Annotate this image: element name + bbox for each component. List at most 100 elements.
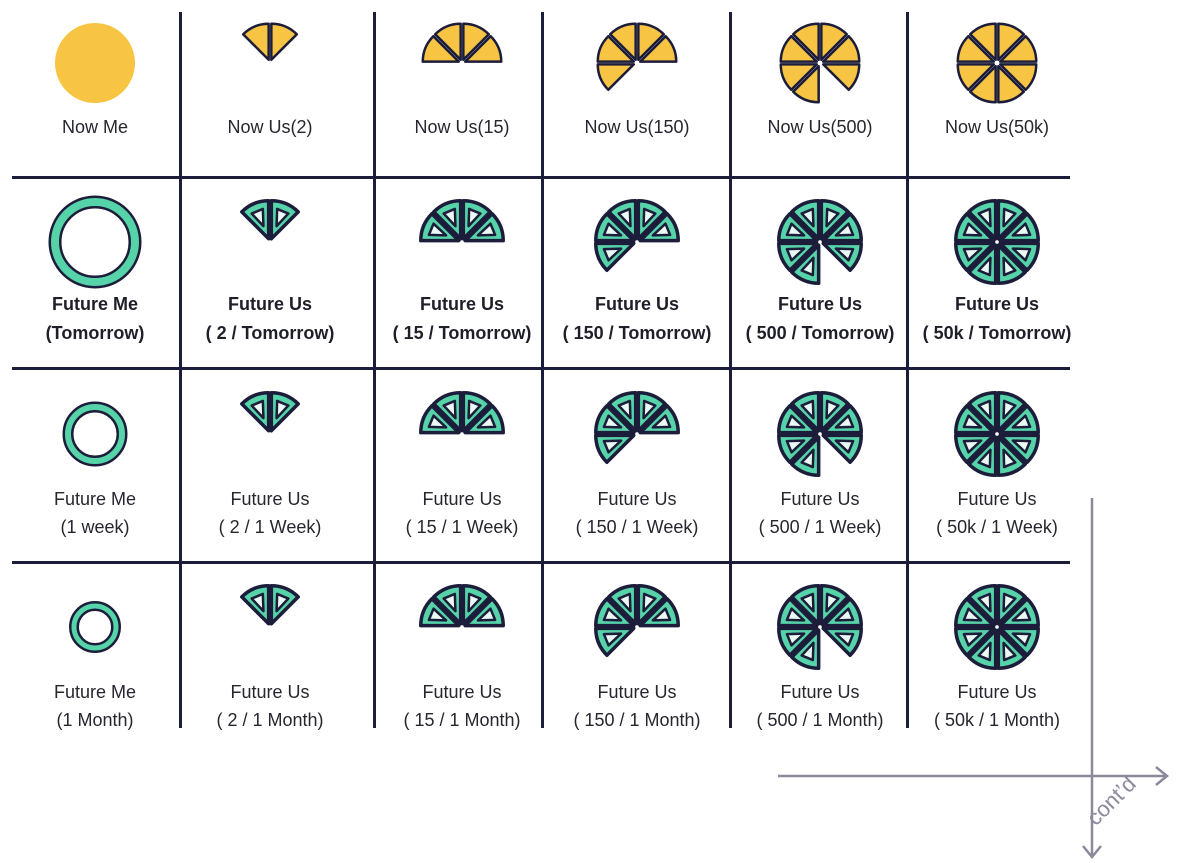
cell-title: Now Us(15) (414, 117, 510, 137)
slice-inner-triangle-icon (602, 632, 623, 647)
cell-subtitle: ( 500 / 1 Week) (758, 517, 882, 537)
arrow-right-icon (1155, 766, 1169, 786)
slice-inner-triangle-icon (825, 399, 840, 420)
cell-icon (241, 22, 299, 62)
slice-inner-triangle-icon (977, 399, 992, 420)
slice-inner-triangle-icon (602, 607, 623, 622)
cell-title: Future Me (53, 489, 137, 509)
cell-subtitle: ( 150 / 1 Month) (573, 710, 701, 730)
slice-inner-triangle-icon (602, 222, 623, 237)
cell-title: Future Us (957, 489, 1037, 509)
slice-inner-triangle-icon (834, 247, 855, 262)
cell-icon (69, 601, 121, 653)
cell-title: Future Us (597, 489, 677, 509)
pie-slice-icon (433, 22, 462, 62)
cell-icon (419, 391, 505, 435)
slice-inner-triangle-icon (250, 592, 265, 613)
cell-title: Future Us (777, 294, 863, 314)
pie-slice-icon (821, 433, 863, 464)
cell-subtitle: (Tomorrow) (45, 323, 145, 343)
grid-line (12, 176, 1070, 179)
slice-inner-triangle-icon (476, 222, 497, 237)
cell-icon (594, 199, 680, 272)
cell-title: Now Us(2) (227, 117, 313, 137)
pie-slice-icon (240, 391, 271, 433)
pie-slice-icon (791, 64, 820, 104)
pie-slice-icon (956, 34, 996, 63)
pie-slice-icon (269, 391, 300, 433)
pie-slice-icon (462, 22, 491, 62)
slice-inner-triangle-icon (785, 222, 806, 237)
cell-icon (594, 584, 680, 657)
grid-line (729, 12, 732, 728)
slice-inner-triangle-icon (602, 247, 623, 262)
slice-inner-triangle-icon (785, 632, 806, 647)
cell-icon (55, 23, 135, 103)
cell-subtitle: ( 15 / 1 Week) (405, 517, 519, 537)
cell-subtitle: ( 15 / 1 Month) (403, 710, 521, 730)
slice-inner-triangle-icon (1011, 439, 1032, 454)
slice-inner-triangle-icon (427, 414, 448, 429)
slice-inner-triangle-icon (1011, 632, 1032, 647)
pie-slice-icon (998, 63, 1038, 92)
slice-inner-triangle-icon (834, 222, 855, 237)
cell-icon (62, 401, 128, 467)
slice-inner-triangle-icon (651, 222, 672, 237)
grid-line (12, 367, 1070, 370)
cell-title: Future Us (230, 489, 310, 509)
pie-slice-icon (596, 63, 636, 92)
slice-inner-triangle-icon (467, 399, 482, 420)
slice-inner-triangle-icon (617, 207, 632, 228)
slice-inner-triangle-icon (1002, 207, 1017, 228)
cell-icon (779, 22, 861, 104)
future-me-ring-icon (51, 198, 139, 286)
cell-icon (954, 391, 1040, 477)
cell-subtitle: ( 150 / 1 Week) (575, 517, 699, 537)
slice-inner-triangle-icon (275, 399, 290, 420)
cell-title: Future Us (780, 489, 860, 509)
slice-inner-triangle-icon (1002, 641, 1017, 662)
slice-inner-triangle-icon (642, 207, 657, 228)
cell-title: Now Us(50k) (944, 117, 1050, 137)
grid-line (373, 12, 376, 728)
slice-inner-triangle-icon (977, 256, 992, 277)
slice-inner-triangle-icon (800, 641, 815, 662)
pie-slice-icon (779, 63, 819, 92)
slice-inner-triangle-icon (476, 414, 497, 429)
cell-icon (596, 22, 678, 92)
pie-slice-icon (638, 34, 678, 63)
slice-inner-triangle-icon (785, 247, 806, 262)
pie-slice-icon (594, 241, 636, 272)
pie-slice-icon (956, 63, 996, 92)
cell-icon (594, 391, 680, 464)
cell-icon (421, 22, 503, 63)
slice-inner-triangle-icon (651, 607, 672, 622)
cell-subtitle: (1 week) (60, 517, 130, 537)
slice-inner-triangle-icon (476, 607, 497, 622)
slice-inner-triangle-icon (962, 632, 983, 647)
slice-inner-triangle-icon (962, 247, 983, 262)
slice-inner-triangle-icon (642, 399, 657, 420)
slice-inner-triangle-icon (800, 207, 815, 228)
pie-slice-icon (594, 626, 636, 657)
slice-inner-triangle-icon (1011, 222, 1032, 237)
slice-inner-triangle-icon (442, 592, 457, 613)
slice-inner-triangle-icon (442, 207, 457, 228)
slice-inner-triangle-icon (825, 207, 840, 228)
cell-icon (240, 391, 300, 433)
slice-inner-triangle-icon (427, 222, 448, 237)
cell-subtitle: ( 2 / 1 Month) (216, 710, 324, 730)
pie-slice-icon (791, 22, 820, 62)
slice-inner-triangle-icon (834, 607, 855, 622)
cell-icon (48, 195, 142, 289)
pie-slice-icon (594, 433, 636, 464)
cell-title: Future Us (227, 294, 313, 314)
pie-slice-icon (241, 22, 270, 62)
cell-icon (954, 199, 1040, 285)
slice-inner-triangle-icon (467, 592, 482, 613)
slice-inner-triangle-icon (250, 207, 265, 228)
grid-line (12, 561, 1070, 564)
slice-inner-triangle-icon (442, 399, 457, 420)
slice-inner-triangle-icon (651, 414, 672, 429)
